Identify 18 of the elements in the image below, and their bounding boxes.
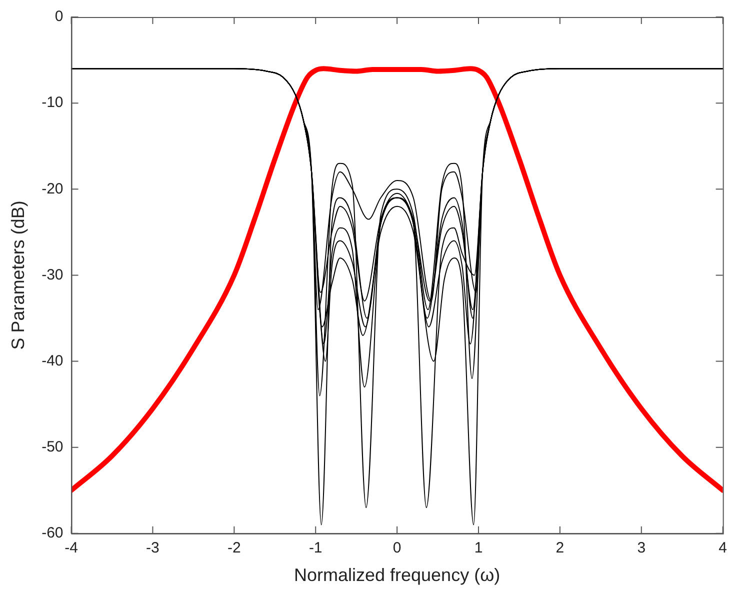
y-axis-title: S Parameters (dB) — [8, 200, 28, 350]
x-tick-label: 4 — [718, 540, 727, 557]
x-tick-label: 0 — [392, 540, 402, 557]
x-tick-label: -1 — [308, 540, 322, 557]
y-tick-label: -30 — [42, 266, 64, 284]
x-tick-label: -2 — [227, 540, 241, 557]
y-tick-label: -50 — [42, 438, 64, 456]
y-tick-label: -40 — [42, 352, 64, 370]
y-tick-label: -20 — [42, 180, 64, 198]
x-tick-label: -3 — [146, 540, 160, 557]
x-axis-title: Normalized frequency (ω) — [294, 565, 500, 586]
y-tick-label: -10 — [42, 94, 64, 112]
x-tick-label: -4 — [64, 540, 78, 557]
x-tick-label: 1 — [474, 540, 483, 557]
x-tick-label: 3 — [637, 540, 646, 557]
x-tick-label: 2 — [556, 540, 564, 557]
y-tick-label: 0 — [54, 8, 64, 26]
y-tick-label: -60 — [42, 524, 64, 542]
